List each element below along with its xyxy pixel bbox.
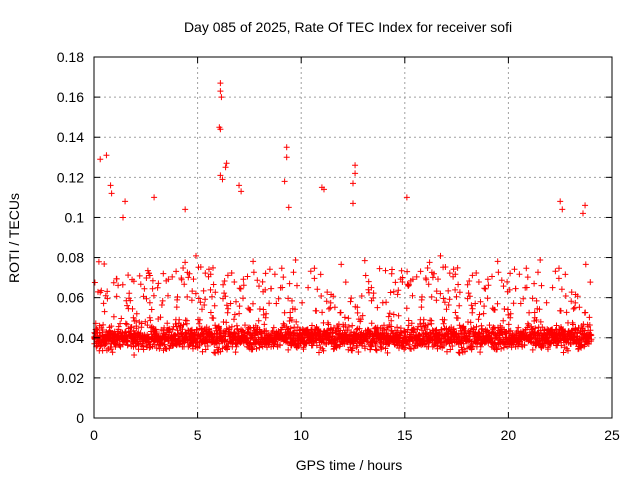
data-point bbox=[217, 80, 224, 87]
data-point bbox=[218, 94, 225, 101]
y-tick-label: 0 bbox=[76, 410, 84, 426]
x-tick-label: 5 bbox=[194, 427, 202, 443]
data-point bbox=[103, 152, 110, 159]
data-point bbox=[219, 176, 226, 183]
data-point bbox=[222, 164, 229, 171]
chart-title: Day 085 of 2025, Rate Of TEC Index for r… bbox=[184, 19, 512, 35]
y-tick-label: 0.04 bbox=[57, 330, 84, 346]
data-point bbox=[217, 172, 224, 179]
data-point bbox=[320, 186, 327, 193]
data-point bbox=[120, 214, 127, 221]
y-tick-label: 0.06 bbox=[57, 290, 84, 306]
y-tick-label: 0.14 bbox=[57, 129, 84, 145]
plot-frame bbox=[93, 56, 613, 419]
y-tick-label: 0.16 bbox=[57, 89, 84, 105]
data-point bbox=[236, 182, 243, 189]
data-point bbox=[182, 206, 189, 213]
data-point bbox=[285, 204, 292, 211]
data-point bbox=[122, 198, 129, 205]
data-point bbox=[352, 170, 359, 177]
x-tick-label: 15 bbox=[397, 427, 413, 443]
data-point bbox=[579, 210, 586, 217]
y-tick-label: 0.12 bbox=[57, 169, 84, 185]
grid-lines bbox=[94, 57, 612, 418]
x-tick-label: 10 bbox=[293, 427, 309, 443]
data-point bbox=[97, 156, 104, 163]
data-point bbox=[557, 198, 564, 205]
data-point bbox=[352, 162, 359, 169]
data-point bbox=[582, 202, 589, 209]
data-point bbox=[217, 126, 224, 133]
data-point bbox=[283, 144, 290, 151]
x-axis-label: GPS time / hours bbox=[296, 457, 403, 473]
x-tick-label: 0 bbox=[90, 427, 98, 443]
x-tick-label: 20 bbox=[501, 427, 517, 443]
data-point-cloud bbox=[91, 252, 595, 358]
tick-labels: 0 5 10 15 20 25 0 0.02 0.04 0.06 0.08 0.1 0.12 0.14 0.… bbox=[57, 49, 620, 443]
y-tick-label: 0.08 bbox=[57, 250, 84, 266]
y-tick-label: 0.02 bbox=[57, 370, 84, 386]
data-points bbox=[91, 80, 595, 358]
data-point bbox=[238, 188, 245, 195]
data-point bbox=[283, 154, 290, 161]
data-point bbox=[403, 194, 410, 201]
data-point bbox=[559, 206, 566, 213]
data-point bbox=[281, 178, 288, 185]
data-point bbox=[217, 88, 224, 95]
y-tick-label: 0.1 bbox=[65, 209, 85, 225]
y-axis-label: ROTI / TECUs bbox=[6, 193, 22, 283]
y-tick-label: 0.18 bbox=[57, 49, 84, 65]
data-point bbox=[350, 180, 356, 187]
data-point bbox=[107, 182, 114, 189]
data-point bbox=[108, 190, 115, 197]
x-tick-label: 25 bbox=[604, 427, 620, 443]
axis-ticks bbox=[93, 56, 613, 419]
data-point bbox=[223, 160, 230, 167]
data-point bbox=[151, 194, 158, 201]
data-point bbox=[350, 200, 356, 207]
